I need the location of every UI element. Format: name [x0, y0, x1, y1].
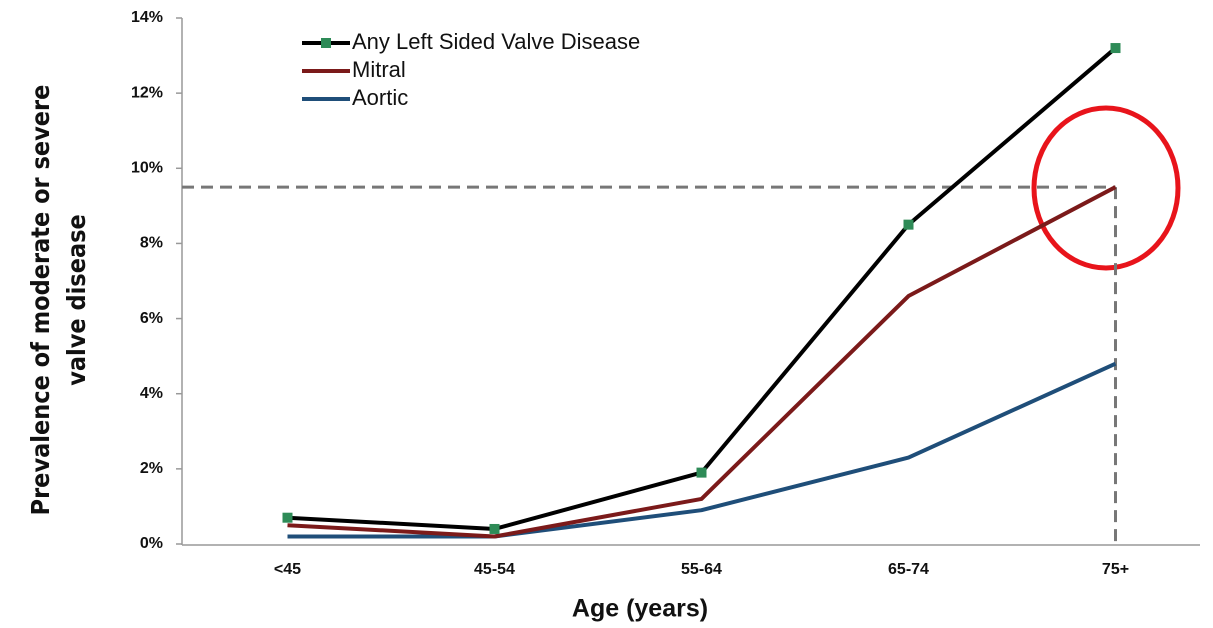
marker — [282, 512, 293, 523]
marker — [489, 523, 500, 534]
marker — [696, 467, 707, 478]
series-line — [287, 185, 1117, 539]
x-tick-label: 65-74 — [888, 561, 929, 578]
legend-label: Aortic — [352, 85, 408, 110]
x-tick-label: 55-64 — [681, 561, 722, 578]
y-tick-label: 6% — [140, 310, 163, 327]
series-line — [287, 46, 1117, 531]
marker — [903, 219, 914, 230]
x-tick-label: 45-54 — [474, 561, 515, 578]
y-tick-label: 0% — [140, 535, 163, 552]
y-tick-label: 10% — [131, 160, 163, 177]
series-line — [287, 361, 1117, 539]
y-tick-label: 8% — [140, 235, 163, 252]
y-tick-label: 14% — [131, 9, 163, 26]
y-tick-label: 12% — [131, 84, 163, 101]
x-tick-label: <45 — [274, 561, 301, 578]
y-axis-title: valve disease — [62, 214, 91, 386]
y-tick-label: 4% — [140, 385, 163, 402]
highlight-circle — [1031, 105, 1181, 271]
y-tick-label: 2% — [140, 460, 163, 477]
legend-label: Any Left Sided Valve Disease — [352, 29, 640, 54]
x-tick-label: 75+ — [1102, 561, 1129, 578]
marker — [1110, 43, 1121, 54]
legend-label: Mitral — [352, 57, 406, 82]
legend-marker — [321, 38, 331, 48]
x-axis-title: Age (years) — [572, 595, 708, 623]
y-axis-title: Prevalence of moderate or severe — [26, 85, 55, 516]
